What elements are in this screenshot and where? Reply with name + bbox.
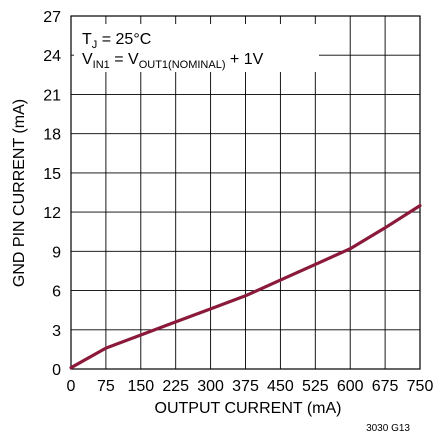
annotation-vout-subscript: OUT1(NOMINAL) <box>139 59 226 71</box>
grid-lines <box>71 16 420 369</box>
x-axis-tick-labels: 0 75 150 225 300 375 450 525 600 675 750 <box>67 378 434 395</box>
annotation-temperature: TJ = 25°C <box>82 31 151 51</box>
x-tick-label-75: 75 <box>97 378 115 395</box>
x-tick-label-600: 600 <box>337 378 364 395</box>
annotation-temperature-value: = 25°C <box>97 31 151 48</box>
y-tick-label-27: 27 <box>43 9 61 26</box>
series-line <box>69 204 422 370</box>
annotation-plus-1v: + 1V <box>225 51 263 68</box>
x-axis-label: OUTPUT CURRENT (mA) <box>155 400 342 417</box>
y-tick-label-15: 15 <box>43 166 61 183</box>
annotation-equals-v: = V <box>110 51 139 68</box>
x-tick-label-0: 0 <box>67 378 76 395</box>
x-tick-label-675: 675 <box>372 378 399 395</box>
annotation-input-voltage: VIN1 = VOUT1(NOMINAL) + 1V <box>82 51 264 71</box>
y-tick-label-21: 21 <box>43 87 61 104</box>
x-tick-label-225: 225 <box>162 378 189 395</box>
x-tick-label-375: 375 <box>232 378 259 395</box>
plot-frame <box>70 15 421 370</box>
annotation-t: T <box>82 31 92 48</box>
y-tick-label-0: 0 <box>52 362 61 379</box>
y-axis-label: GND PIN CURRENT (mA) <box>11 99 28 287</box>
annotation-vin-subscript: IN1 <box>93 59 110 71</box>
figure-code: 3030 G13 <box>366 423 410 434</box>
x-tick-label-525: 525 <box>302 378 329 395</box>
y-tick-label-6: 6 <box>52 284 61 301</box>
annotation-t-subscript: J <box>92 39 98 51</box>
y-tick-label-18: 18 <box>43 127 61 144</box>
x-tick-label-300: 300 <box>197 378 224 395</box>
y-tick-label-12: 12 <box>43 205 61 222</box>
annotation-v: V <box>82 51 93 68</box>
annotation-background <box>74 24 319 72</box>
x-tick-label-150: 150 <box>127 378 154 395</box>
y-tick-label-24: 24 <box>43 48 61 65</box>
x-tick-label-450: 450 <box>267 378 294 395</box>
y-tick-label-3: 3 <box>52 323 61 340</box>
y-tick-label-9: 9 <box>52 244 61 261</box>
y-axis-tick-labels: 0 3 6 9 12 15 18 21 24 27 <box>43 9 61 379</box>
x-tick-label-750: 750 <box>407 378 434 395</box>
